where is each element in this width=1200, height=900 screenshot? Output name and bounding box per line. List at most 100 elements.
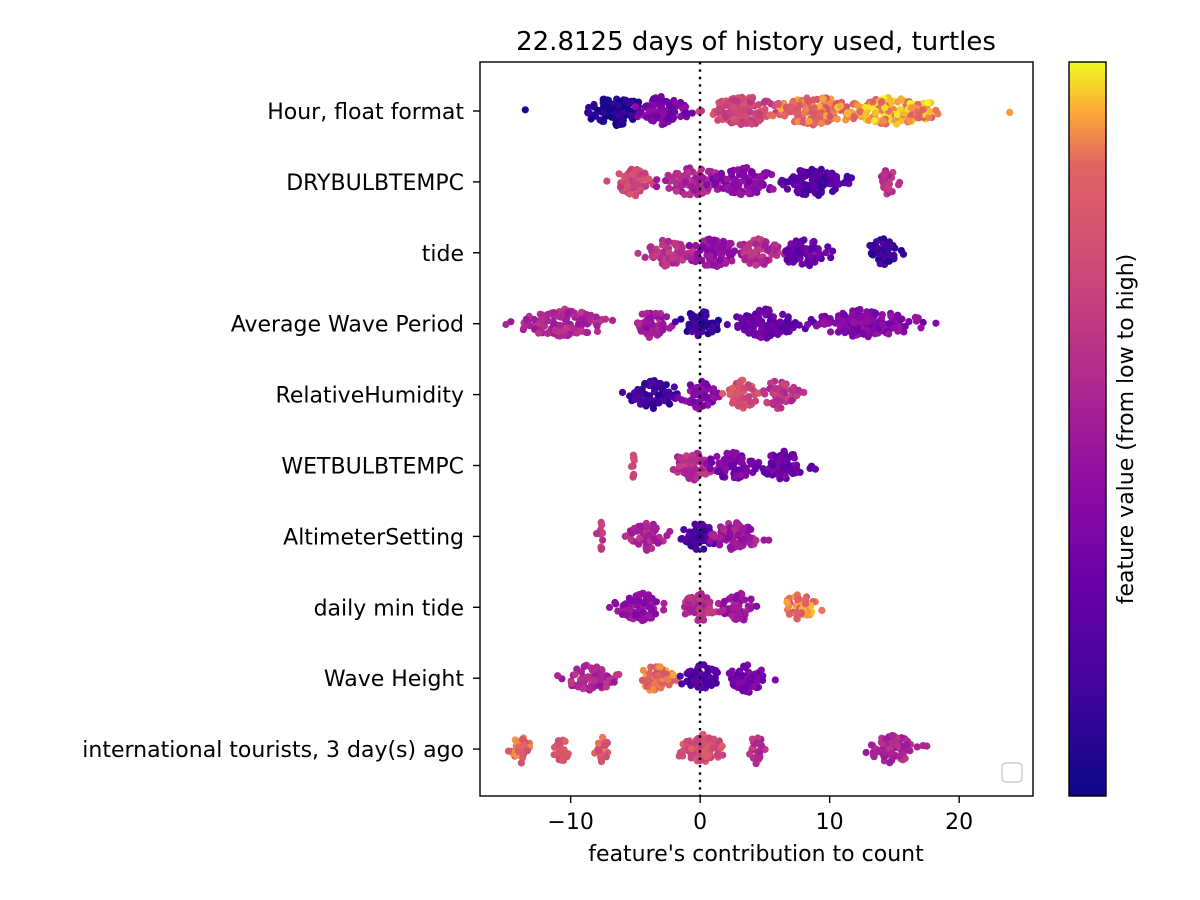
data-point <box>700 747 708 755</box>
data-point <box>751 180 759 188</box>
data-point <box>714 116 722 124</box>
data-point <box>814 250 822 258</box>
data-point <box>721 597 729 605</box>
data-point <box>554 737 563 745</box>
data-point <box>794 111 802 119</box>
data-point <box>599 529 607 537</box>
data-point <box>657 93 665 101</box>
data-point <box>879 750 887 758</box>
data-point <box>760 241 769 249</box>
data-point <box>856 314 864 322</box>
data-point <box>730 247 739 255</box>
data-point <box>755 314 763 322</box>
data-point <box>709 238 717 246</box>
data-point <box>600 117 608 125</box>
data-point <box>833 115 841 123</box>
data-point <box>586 315 595 323</box>
data-point <box>681 190 689 198</box>
data-point <box>800 110 808 118</box>
data-point <box>659 326 667 334</box>
data-point <box>575 681 583 689</box>
data-point <box>742 464 750 472</box>
data-point <box>900 328 908 336</box>
data-point <box>616 183 625 191</box>
data-point <box>619 109 627 117</box>
data-point <box>878 98 886 106</box>
data-point <box>669 466 677 474</box>
data-point <box>615 670 623 679</box>
data-point <box>518 735 527 744</box>
data-point <box>643 323 651 332</box>
data-point <box>840 311 848 319</box>
data-point <box>876 250 884 259</box>
data-point <box>850 113 858 121</box>
data-point <box>586 684 594 692</box>
data-point <box>802 188 810 196</box>
data-point <box>668 107 677 115</box>
data-point <box>502 320 510 329</box>
data-point <box>932 319 940 327</box>
chart-title: 22.8125 days of history used, turtles <box>516 27 996 57</box>
data-point <box>634 249 642 257</box>
data-point <box>716 541 724 549</box>
data-point <box>544 329 552 337</box>
data-point <box>753 678 761 686</box>
data-point <box>696 531 704 539</box>
data-point <box>886 759 894 767</box>
y-tick-label: WETBULBTEMPC <box>281 455 464 480</box>
data-point <box>783 598 791 606</box>
data-point <box>688 328 696 336</box>
data-point <box>761 390 769 398</box>
data-point <box>688 745 696 753</box>
data-point <box>781 381 789 389</box>
data-point <box>705 609 713 617</box>
data-point <box>596 682 605 690</box>
data-point <box>556 321 564 329</box>
data-point <box>567 679 576 688</box>
data-point <box>705 734 713 742</box>
data-point <box>887 312 895 320</box>
data-point <box>692 540 700 548</box>
data-point <box>685 466 693 474</box>
data-point <box>926 108 934 116</box>
data-point <box>780 389 789 397</box>
data-point <box>876 260 884 268</box>
data-point <box>789 451 798 459</box>
data-point <box>787 175 796 183</box>
data-point <box>741 99 749 108</box>
data-point <box>714 467 722 476</box>
data-point <box>789 97 797 105</box>
data-point <box>732 182 741 190</box>
data-point <box>817 165 825 173</box>
data-point <box>682 103 690 111</box>
data-point <box>732 595 740 603</box>
data-point <box>662 313 671 321</box>
data-point <box>805 97 813 105</box>
data-point <box>817 119 825 128</box>
data-point <box>718 742 726 750</box>
data-point <box>627 97 635 105</box>
data-point <box>728 674 736 683</box>
data-point <box>755 110 763 118</box>
data-point <box>869 241 877 250</box>
y-tick-label: Average Wave Period <box>231 313 464 338</box>
data-point <box>652 251 660 260</box>
data-point <box>672 187 681 195</box>
data-point <box>653 176 661 184</box>
data-point <box>757 180 765 188</box>
data-point <box>748 120 756 128</box>
data-point <box>554 672 562 680</box>
data-point <box>813 172 821 180</box>
data-point <box>757 172 765 180</box>
data-point <box>915 111 923 119</box>
data-point <box>690 677 698 685</box>
data-point <box>829 247 837 255</box>
data-point <box>594 739 603 747</box>
data-point <box>640 615 648 624</box>
data-point <box>769 185 777 193</box>
data-point <box>602 103 611 111</box>
data-point <box>662 381 670 389</box>
data-point <box>804 321 812 329</box>
y-tick-label: DRYBULBTEMPC <box>286 171 464 196</box>
data-point <box>817 183 825 191</box>
